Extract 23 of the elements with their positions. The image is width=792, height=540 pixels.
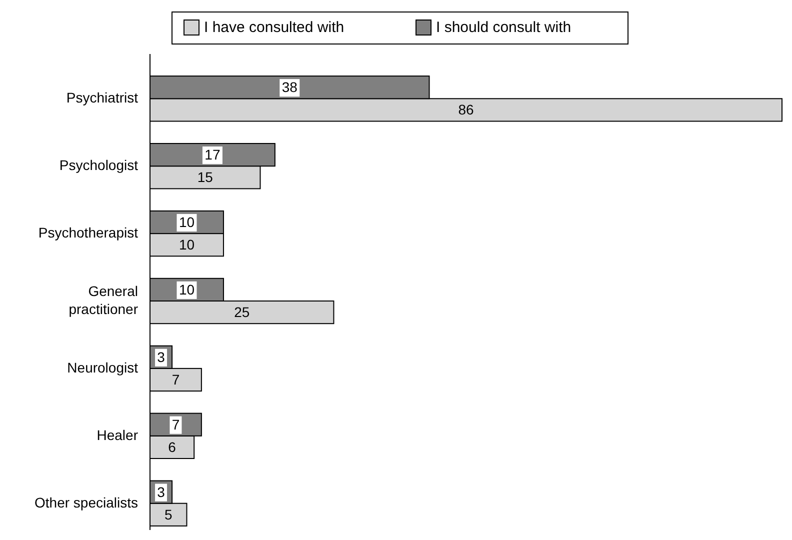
data-label: 3 [157, 348, 166, 365]
y-tick-label: Psychiatrist [66, 89, 138, 106]
data-label: 10 [178, 236, 195, 253]
data-label: 86 [458, 102, 474, 118]
y-tick-label: Other specialists [34, 494, 138, 510]
y-tick-label: Healer [96, 426, 138, 443]
legend-label: I have consulted with [204, 18, 344, 36]
data-label: 3 [157, 484, 166, 500]
data-label: 15 [197, 169, 214, 186]
data-label: 10 [178, 214, 195, 230]
data-label: 10 [178, 281, 195, 298]
data-label: 25 [234, 304, 250, 320]
data-label: 5 [164, 506, 172, 522]
data-label: 7 [172, 416, 180, 432]
data-label: 17 [204, 146, 220, 162]
data-label: 38 [282, 79, 298, 96]
y-tick-label: Psychotherapist [38, 224, 138, 240]
y-tick-label: Psychologist [59, 156, 138, 173]
data-label: 6 [168, 438, 176, 455]
data-label: 7 [172, 371, 180, 388]
legend-label: I should consult with [436, 18, 572, 36]
y-tick-label: General practitioner [68, 282, 138, 317]
y-tick-label: Neurologist [67, 359, 138, 376]
